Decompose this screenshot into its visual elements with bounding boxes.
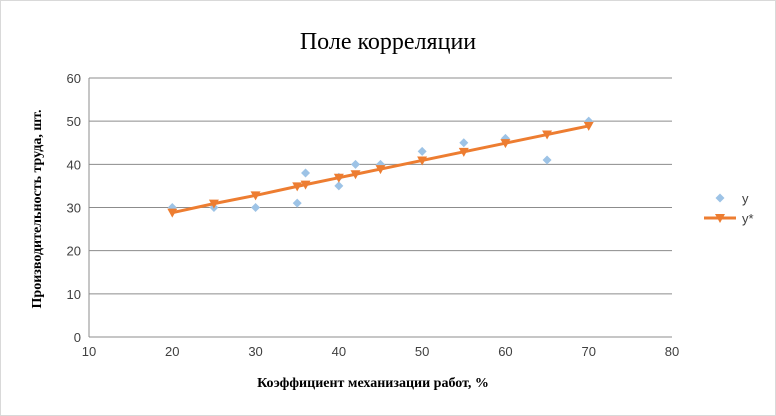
trend-point	[458, 147, 469, 157]
gridlines	[89, 77, 672, 295]
trend-point	[583, 121, 594, 131]
x-tick-label: 30	[248, 344, 262, 359]
legend-marker-y-star	[715, 214, 725, 223]
chart-title: Поле корреляции	[300, 29, 476, 55]
x-tick-label: 40	[332, 344, 346, 359]
data-point	[417, 146, 427, 156]
trend-point	[375, 165, 386, 175]
legend-label-y-star: y*	[742, 211, 754, 226]
trend-point	[250, 191, 261, 201]
data-point	[459, 138, 469, 148]
x-tick-label: 10	[82, 344, 96, 359]
trend-point	[542, 130, 553, 140]
data-point	[251, 203, 261, 212]
data-point	[292, 198, 302, 208]
x-axis-label: Коэффициент механизации работ, %	[257, 376, 489, 391]
legend-label-y: y	[742, 191, 749, 206]
y-tick-label: 50	[67, 114, 81, 129]
trend-point	[300, 180, 311, 190]
y-tick-label: 0	[74, 330, 81, 345]
x-tick-label: 70	[581, 344, 595, 359]
series-y-star	[167, 121, 594, 218]
x-tick-label: 50	[415, 344, 429, 359]
trend-point	[208, 199, 219, 209]
data-point	[542, 155, 552, 165]
y-tick-label: 60	[67, 71, 81, 86]
trend-point	[500, 139, 511, 149]
y-tick-label: 40	[67, 157, 81, 172]
data-point	[334, 181, 344, 191]
trend-point	[350, 170, 361, 180]
trend-point	[167, 208, 178, 218]
x-tick-label: 20	[165, 344, 179, 359]
trend-point	[417, 156, 428, 166]
y-axis-label: Производительность труда, шт.	[30, 110, 45, 309]
x-tick-labels: 10 20 30 40 50 60 70 80	[82, 344, 679, 359]
y-tick-label: 10	[67, 287, 81, 302]
legend-marker-y	[715, 193, 725, 203]
trend-point	[333, 173, 344, 183]
data-point	[351, 159, 361, 169]
series	[167, 116, 594, 218]
data-point	[301, 168, 311, 178]
trend-point	[292, 182, 303, 192]
x-tick-label: 60	[498, 344, 512, 359]
x-tick-label: 80	[665, 344, 679, 359]
legend: y y*	[704, 191, 754, 226]
axes	[88, 78, 672, 338]
y-tick-labels: 0 10 20 30 40 50 60	[67, 71, 81, 345]
y-tick-label: 30	[67, 201, 81, 216]
y-tick-label: 20	[67, 244, 81, 259]
